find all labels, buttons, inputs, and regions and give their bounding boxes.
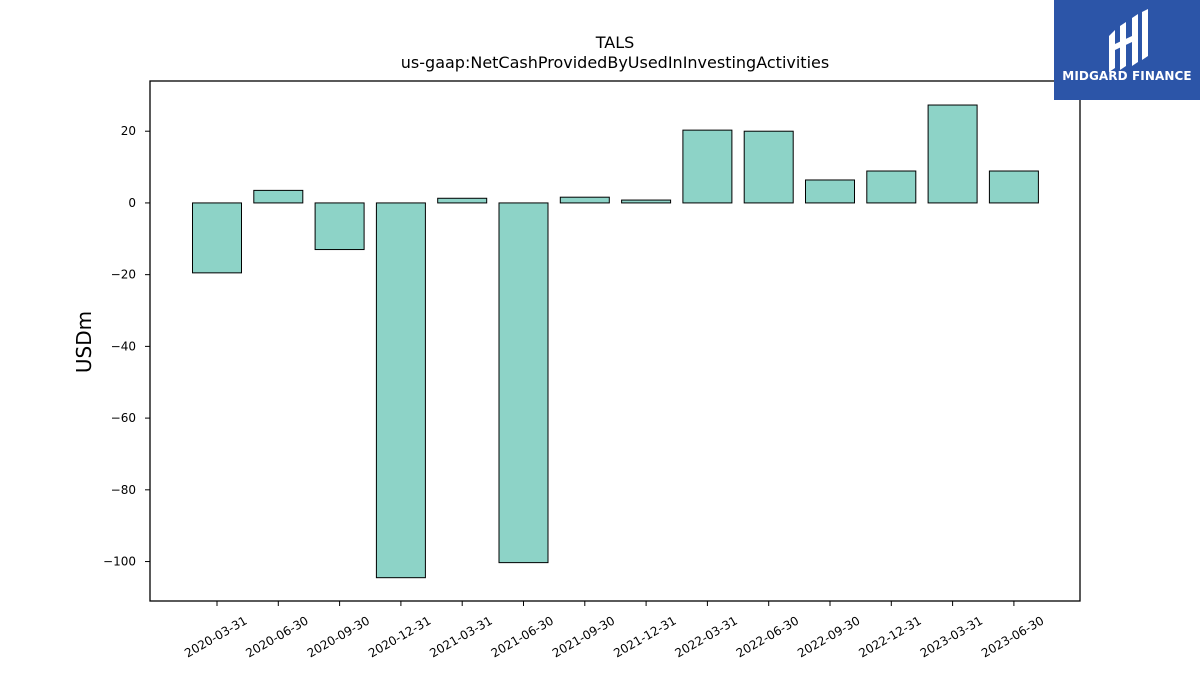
bars-layer: [192, 104, 1039, 579]
x-tick-label: 2022-06-30: [734, 613, 801, 660]
chart-subtitle: us-gaap:NetCashProvidedByUsedInInvesting…: [401, 53, 829, 72]
midgard-logo-icon: [1109, 9, 1148, 72]
x-axis: 2020-03-312020-06-302020-09-302020-12-31…: [182, 601, 1046, 660]
bar-2021-09-30: [559, 196, 610, 204]
x-tick-label: 2020-09-30: [305, 613, 372, 660]
y-tick-label: −100: [103, 555, 136, 569]
bar-2022-06-30: [743, 130, 794, 204]
x-tick-label: 2020-03-31: [182, 613, 249, 660]
brand-name: MIDGARD FINANCE: [1062, 69, 1192, 83]
x-tick-label: 2021-03-31: [427, 613, 494, 660]
x-tick-label: 2021-09-30: [550, 613, 617, 660]
x-tick-label: 2021-06-30: [489, 613, 556, 660]
bar-2020-09-30: [314, 202, 365, 251]
y-tick-label: 20: [121, 124, 136, 138]
bar-2022-03-31: [682, 129, 733, 204]
y-axis: 20 0 −20 −40 −60 −80 −100: [103, 124, 150, 569]
y-tick-label: −20: [111, 268, 136, 282]
y-tick-label: 0: [128, 196, 136, 210]
chart-title: TALS: [595, 33, 635, 52]
x-tick-label: 2022-12-31: [856, 613, 923, 660]
plot-frame: [149, 80, 1081, 602]
x-tick-label: 2020-12-31: [366, 613, 433, 660]
y-tick-label: −80: [111, 483, 136, 497]
y-axis-label: USDm: [72, 311, 96, 373]
y-tick-label: −40: [111, 339, 136, 353]
x-tick-label: 2022-09-30: [795, 613, 862, 660]
bar-2020-03-31: [192, 202, 242, 274]
x-tick-label: 2021-12-31: [611, 613, 678, 660]
bar-2022-09-30: [805, 179, 855, 204]
x-tick-label: 2020-06-30: [243, 613, 310, 660]
bar-2020-12-31: [375, 202, 426, 579]
bar-2021-12-31: [621, 199, 672, 204]
x-tick-label: 2023-03-31: [918, 613, 985, 660]
bar-2022-12-31: [866, 170, 917, 204]
x-tick-label: 2022-03-31: [672, 613, 739, 660]
bar-2021-06-30: [498, 202, 549, 564]
y-tick-label: −60: [111, 411, 136, 425]
brand-logo: MIDGARD FINANCE: [1054, 0, 1200, 100]
bar-2023-03-31: [927, 104, 978, 204]
bar-2023-06-30: [988, 170, 1039, 204]
bar-2021-03-31: [437, 197, 488, 204]
x-tick-label: 2023-06-30: [979, 613, 1046, 660]
bar-2020-06-30: [253, 189, 304, 204]
